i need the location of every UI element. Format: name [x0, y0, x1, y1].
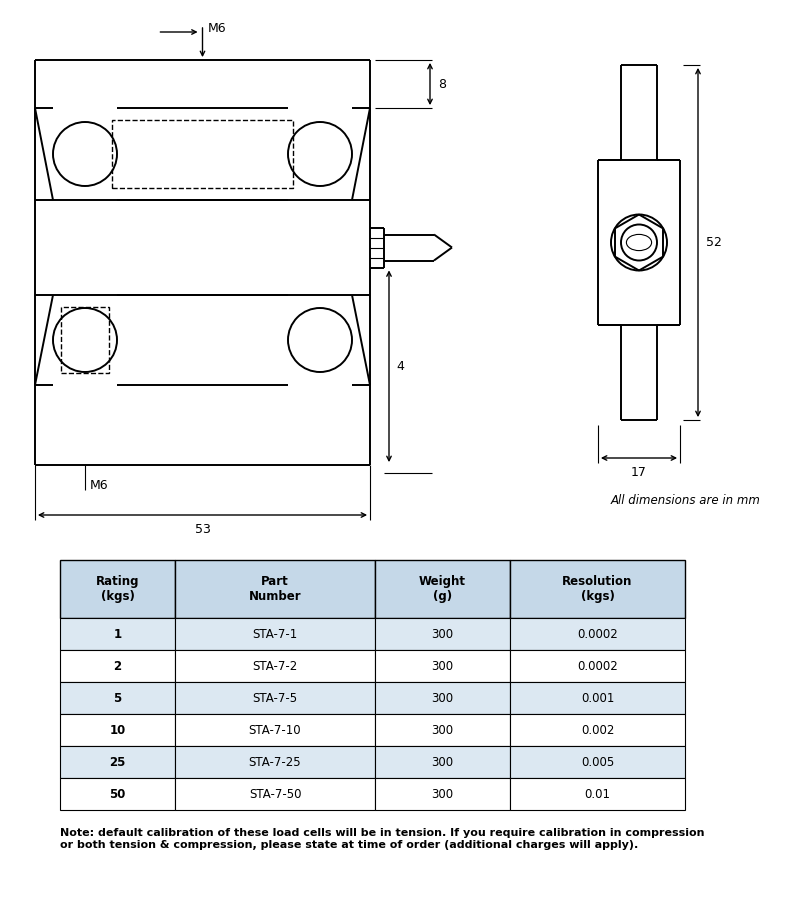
Text: 2: 2 — [114, 659, 122, 673]
Bar — [60, 746, 175, 778]
Text: Note: default calibration of these load cells will be in tension. If you require: Note: default calibration of these load … — [60, 828, 705, 849]
Bar — [375, 650, 510, 682]
Bar — [175, 714, 375, 746]
Bar — [60, 714, 175, 746]
Text: 0.002: 0.002 — [581, 724, 614, 736]
Text: STA-7-50: STA-7-50 — [249, 788, 302, 800]
Text: 0.01: 0.01 — [585, 788, 610, 800]
Bar — [375, 618, 510, 650]
Text: 52: 52 — [706, 236, 722, 249]
Bar — [175, 618, 375, 650]
Bar — [112, 120, 293, 188]
Text: 4: 4 — [396, 360, 404, 373]
Text: STA-7-1: STA-7-1 — [252, 628, 298, 640]
Text: STA-7-25: STA-7-25 — [249, 755, 302, 769]
Text: STA-7-2: STA-7-2 — [252, 659, 298, 673]
Text: 0.0002: 0.0002 — [577, 659, 618, 673]
Bar — [510, 650, 685, 682]
Bar — [375, 746, 510, 778]
Bar — [510, 560, 685, 618]
Text: 300: 300 — [431, 724, 454, 736]
Bar — [175, 650, 375, 682]
Text: M6: M6 — [207, 22, 226, 34]
Text: 300: 300 — [431, 659, 454, 673]
Text: 17: 17 — [631, 466, 647, 478]
Text: 10: 10 — [110, 724, 126, 736]
Bar — [61, 307, 109, 373]
Bar — [375, 682, 510, 714]
Bar — [60, 778, 175, 810]
Text: 300: 300 — [431, 755, 454, 769]
Text: Rating
(kgs): Rating (kgs) — [96, 575, 139, 603]
Bar — [60, 618, 175, 650]
Bar — [60, 560, 175, 618]
Bar — [510, 746, 685, 778]
Text: M6: M6 — [90, 478, 109, 492]
Bar — [175, 682, 375, 714]
Text: 300: 300 — [431, 628, 454, 640]
Bar — [375, 778, 510, 810]
Bar — [375, 714, 510, 746]
Text: 0.005: 0.005 — [581, 755, 614, 769]
Bar — [175, 746, 375, 778]
Bar — [510, 714, 685, 746]
Text: 300: 300 — [431, 692, 454, 704]
Text: Resolution
(kgs): Resolution (kgs) — [562, 575, 633, 603]
Text: Weight
(g): Weight (g) — [419, 575, 466, 603]
Text: 0.001: 0.001 — [581, 692, 614, 704]
Text: STA-7-5: STA-7-5 — [253, 692, 298, 704]
Text: STA-7-10: STA-7-10 — [249, 724, 302, 736]
Text: 25: 25 — [110, 755, 126, 769]
Bar — [510, 618, 685, 650]
Text: 0.0002: 0.0002 — [577, 628, 618, 640]
Text: 300: 300 — [431, 788, 454, 800]
Bar — [60, 650, 175, 682]
Bar — [375, 560, 510, 618]
Text: 53: 53 — [194, 522, 210, 536]
Bar — [175, 560, 375, 618]
Bar — [510, 682, 685, 714]
Bar — [510, 778, 685, 810]
Text: All dimensions are in mm: All dimensions are in mm — [610, 493, 760, 507]
Bar — [175, 778, 375, 810]
Text: 5: 5 — [114, 692, 122, 704]
Text: 1: 1 — [114, 628, 122, 640]
Text: 8: 8 — [438, 77, 446, 91]
Bar — [60, 682, 175, 714]
Text: 50: 50 — [110, 788, 126, 800]
Text: Part
Number: Part Number — [249, 575, 302, 603]
